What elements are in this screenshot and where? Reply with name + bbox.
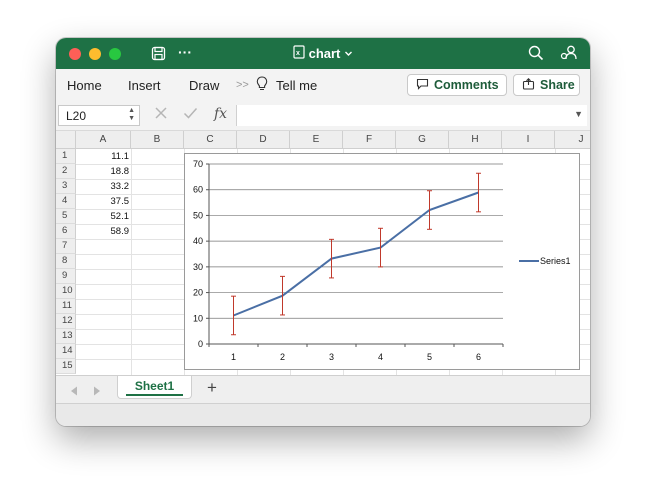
column-header-i[interactable]: I [502,131,555,149]
row-header[interactable]: 13 [56,329,76,344]
column-header-e[interactable]: E [290,131,343,149]
row-header[interactable]: 7 [56,239,76,254]
select-all-corner[interactable] [56,131,76,149]
tell-me-search[interactable]: Tell me [276,78,318,93]
status-bar [56,403,590,426]
column-header-c[interactable]: C [184,131,237,149]
title-bar: ··· x chart [56,38,590,69]
name-box-stepper-icon[interactable]: ▲ ▼ [128,107,135,122]
scroll-right-arrow-icon[interactable] [93,383,101,401]
enter-check-icon[interactable] [183,106,198,125]
formula-bar: L20 ▲ ▼ fx ▼ [56,102,590,131]
column-header-j[interactable]: J [555,131,590,149]
cell-a1[interactable]: 11.1 [111,151,129,162]
column-header-a[interactable]: A [76,131,131,149]
add-sheet-button[interactable]: + [207,378,217,397]
row-header[interactable]: 9 [56,269,76,284]
sheet-tab-sheet1[interactable]: Sheet1 [117,376,192,399]
y-tick-label: 60 [193,185,203,195]
series-line [233,191,479,317]
column-header-d[interactable]: D [237,131,290,149]
cell-a5[interactable]: 52.1 [110,211,130,222]
cell-a6[interactable]: 58.9 [110,226,130,237]
comments-label: Comments [434,78,499,92]
cell-a2[interactable]: 18.8 [110,166,130,177]
grid-line [131,149,132,375]
expand-formula-chevron-icon[interactable]: ▼ [574,109,583,119]
tab-home[interactable]: Home [67,78,102,93]
chart-plot: 0 10 20 30 40 50 60 70 1 2 3 4 5 6 Series1 [193,159,571,362]
y-tick-label: 30 [193,262,203,272]
row-header[interactable]: 6 [56,224,76,239]
column-header-f[interactable]: F [343,131,396,149]
window-title-text: chart [308,46,341,62]
save-icon[interactable] [151,44,166,62]
row-header[interactable]: 12 [56,314,76,329]
row-header[interactable]: 3 [56,179,76,194]
row-header[interactable]: 10 [56,284,76,299]
formula-input[interactable]: ▼ [236,105,587,126]
ribbon: Home Insert Draw >> Tell me Comments Sha… [56,69,590,103]
row-header[interactable]: 2 [56,164,76,179]
row-header[interactable]: 4 [56,194,76,209]
more-options-icon[interactable]: ··· [178,44,192,60]
comment-icon [416,78,429,93]
close-window-button[interactable] [69,48,81,60]
account-icon[interactable] [560,44,578,62]
tab-draw[interactable]: Draw [189,78,220,93]
row-header[interactable]: 5 [56,209,76,224]
excel-window: ··· x chart Home Insert Draw >> Tell me [56,38,590,426]
share-label: Share [540,78,575,92]
y-tick-label: 10 [193,313,203,323]
y-tick-label: 20 [193,288,203,298]
x-tick-label: 6 [476,352,481,362]
excel-file-icon: x [293,45,309,62]
cancel-x-icon[interactable] [154,106,168,125]
x-tick-label: 5 [427,352,432,362]
maximize-window-button[interactable] [109,48,121,60]
column-header-g[interactable]: G [396,131,449,149]
row-header[interactable]: 14 [56,344,76,359]
x-tick-label: 1 [231,352,236,362]
svg-text:x: x [296,50,300,57]
x-tick-label: 4 [378,352,383,362]
chevron-down-icon [344,46,353,61]
legend-label: Series1 [540,256,571,266]
y-tick-label: 40 [193,236,203,246]
lightbulb-icon [256,76,268,95]
minimize-window-button[interactable] [89,48,101,60]
column-header-h[interactable]: H [449,131,502,149]
window-title[interactable]: x chart [56,45,590,62]
name-box[interactable]: L20 ▲ ▼ [58,105,140,126]
y-tick-label: 50 [193,210,203,220]
row-header[interactable]: 15 [56,359,76,374]
comments-button[interactable]: Comments [407,74,507,96]
cell-a3[interactable]: 33.2 [110,181,130,192]
share-button[interactable]: Share [513,74,580,96]
cell-a4[interactable]: 37.5 [110,196,130,207]
x-tick-label: 2 [280,352,285,362]
share-icon [522,77,535,93]
sheet-tab-bar: Sheet1 + [56,375,590,404]
y-tick-label: 0 [198,339,203,349]
function-fx-icon[interactable]: fx [214,106,228,122]
y-tick-label: 70 [193,159,203,169]
row-header[interactable]: 1 [56,149,76,164]
scroll-left-arrow-icon[interactable] [70,383,78,401]
row-header[interactable]: 8 [56,254,76,269]
search-icon[interactable] [528,44,544,62]
x-tick-label: 3 [329,352,334,362]
line-chart[interactable]: 0 10 20 30 40 50 60 70 1 2 3 4 5 6 Series1 [184,153,580,370]
more-tabs-chevron-icon[interactable]: >> [236,79,249,91]
tab-insert[interactable]: Insert [128,78,161,93]
name-box-value: L20 [66,109,87,123]
column-header-b[interactable]: B [131,131,184,149]
row-header[interactable]: 11 [56,299,76,314]
